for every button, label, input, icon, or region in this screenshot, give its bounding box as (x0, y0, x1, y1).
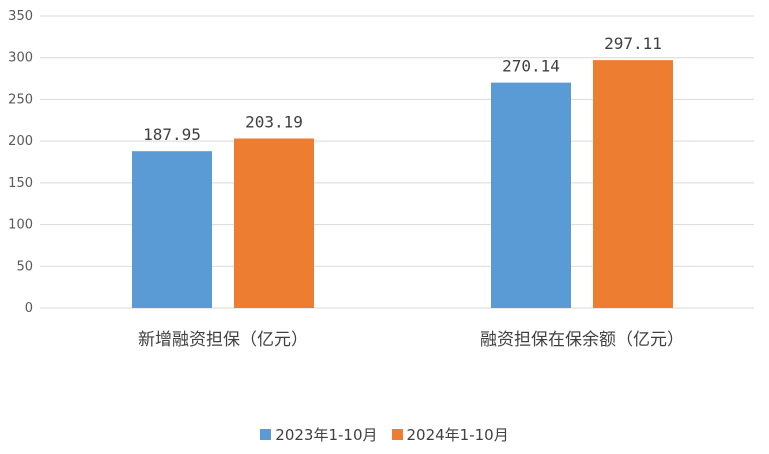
legend: 2023年1-10月 2024年1-10月 (0, 424, 769, 445)
bar-series-1-cat-2 (491, 82, 571, 308)
y-tick-label: 250 (8, 92, 33, 107)
y-tick-label: 100 (8, 218, 33, 233)
y-tick-label: 350 (8, 9, 33, 24)
category-label-1: 新增融资担保（亿元） (138, 330, 308, 350)
legend-swatch-series-2 (391, 429, 403, 440)
y-tick-label: 200 (8, 134, 33, 149)
category-labels: 新增融资担保（亿元） 融资担保在保余额（亿元） (138, 330, 684, 350)
category-label-2: 融资担保在保余额（亿元） (480, 330, 684, 350)
legend-item-series-2: 2024年1-10月 (391, 424, 509, 445)
y-tick-label: 50 (16, 259, 33, 274)
data-label-series-1-cat-2: 270.14 (502, 57, 560, 76)
data-label-series-2-cat-2: 297.11 (604, 34, 662, 53)
legend-swatch-series-1 (260, 429, 272, 440)
legend-item-series-1: 2023年1-10月 (260, 424, 378, 445)
y-tick-label: 300 (8, 51, 33, 66)
bar-series-1-cat-1 (132, 151, 212, 308)
bar-series-2-cat-1 (234, 138, 314, 308)
y-tick-label: 0 (25, 301, 33, 316)
data-labels: 187.95 203.19 270.14 297.11 (143, 34, 662, 144)
y-tick-label: 150 (8, 176, 33, 191)
data-label-series-2-cat-1: 203.19 (245, 112, 303, 131)
legend-label-series-1: 2023年1-10月 (275, 426, 378, 444)
bars (132, 60, 673, 309)
y-axis-ticks: 0 50 100 150 200 250 300 350 (8, 9, 33, 316)
bar-series-2-cat-2 (593, 60, 673, 309)
legend-label-series-2: 2024年1-10月 (406, 426, 509, 444)
data-label-series-1-cat-1: 187.95 (143, 125, 201, 144)
